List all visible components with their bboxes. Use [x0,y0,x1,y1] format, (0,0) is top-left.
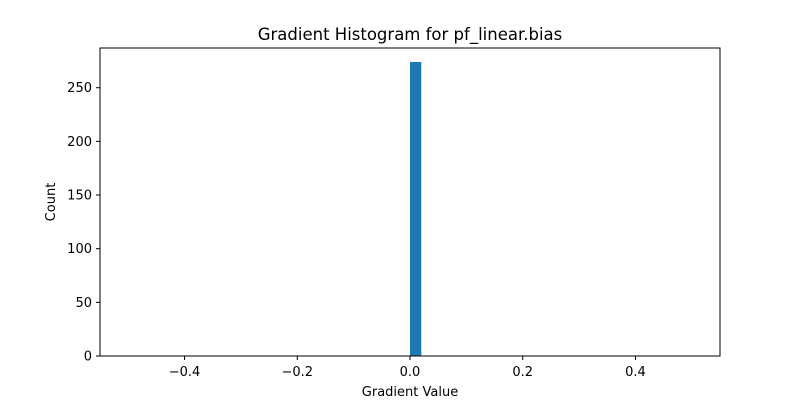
histogram-bar [410,61,422,356]
y-axis-ticks: 0 50 100 150 200 250 [67,81,100,365]
y-tick-label: 50 [75,296,92,311]
x-tick-label: −0.4 [169,365,201,380]
y-tick-label: 150 [67,189,92,204]
x-tick-label: 0.2 [512,365,533,380]
x-tick-label: −0.2 [281,365,313,380]
y-tick-label: 0 [84,350,92,365]
bars-group [410,61,422,356]
y-tick-label: 250 [67,81,92,96]
y-tick-label: 200 [67,135,92,150]
x-tick-label: 0.4 [625,365,646,380]
chart-title: Gradient Histogram for pf_linear.bias [258,25,563,45]
x-tick-label: 0.0 [400,365,421,380]
y-axis-label: Count [44,183,59,222]
y-tick-label: 100 [67,242,92,257]
x-axis-label: Gradient Value [362,385,458,400]
x-axis-ticks: −0.4 −0.2 0.0 0.2 0.4 [169,356,646,380]
plot-frame [99,47,721,357]
